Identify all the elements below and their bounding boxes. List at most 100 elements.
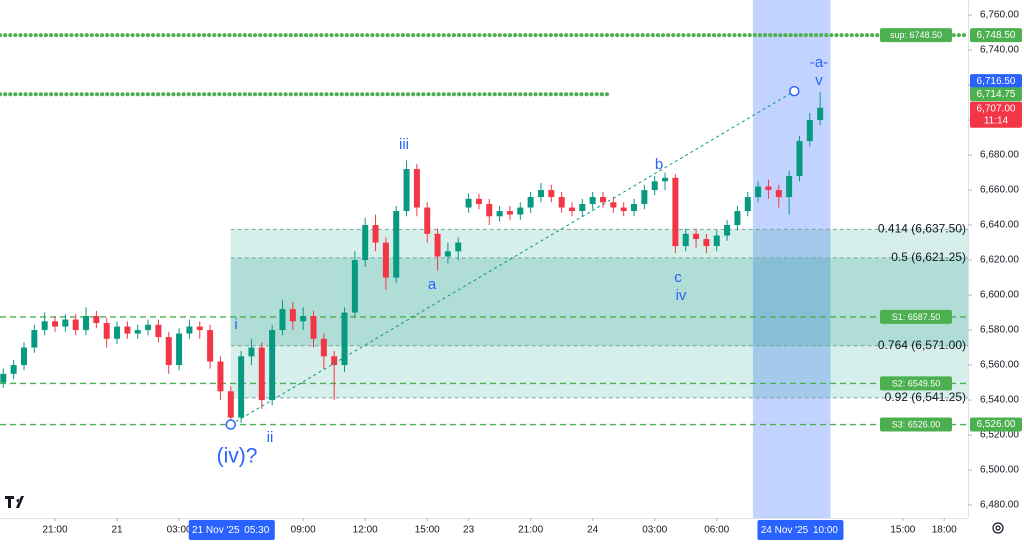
x-tick-label: 09:00: [291, 525, 316, 536]
candle-body: [713, 235, 720, 247]
candle-body: [817, 107, 824, 121]
candle-body: [289, 309, 296, 322]
candle-body: [103, 323, 110, 339]
candle-body: [300, 316, 307, 322]
candle-body: [465, 198, 472, 208]
candle-body: [527, 197, 534, 208]
candle-body: [403, 169, 410, 212]
candle-body: [279, 309, 286, 331]
candle-body: [610, 202, 617, 208]
y-tick-label: 6,580.00: [980, 325, 1019, 336]
y-tick-label: 6,620.00: [980, 255, 1019, 266]
price-tag-label: 6,716.50: [977, 76, 1016, 87]
candle-body: [506, 211, 513, 215]
candle-body: [10, 365, 17, 374]
trend-line: [230, 90, 795, 425]
x-tick-label: 03:00: [167, 525, 192, 536]
candle-body: [217, 361, 224, 392]
price-tag-countdown: 11:14: [984, 115, 1009, 126]
date-marker: [188, 520, 275, 540]
wave-label: ii: [267, 429, 274, 446]
candle-body: [651, 181, 658, 191]
candle-body: [41, 321, 48, 331]
x-tick-label: 21:00: [518, 525, 543, 536]
candle-body: [341, 312, 348, 366]
candle-body: [362, 225, 369, 261]
date-marker: [757, 520, 844, 540]
support-tag-label: S1: 6587.50: [892, 312, 941, 322]
candle-body: [0, 373, 7, 383]
wave-label: iv: [676, 287, 687, 304]
candle-body: [486, 204, 493, 217]
x-tick-label: 21:00: [42, 525, 67, 536]
candle-body: [72, 319, 79, 331]
candle-body: [372, 225, 379, 243]
price-tag-label: 6,526.00: [977, 419, 1016, 430]
x-tick-label: 18:00: [932, 525, 957, 536]
wave-label: a: [428, 276, 437, 293]
fib-zone: [230, 345, 968, 398]
wave-label: c: [674, 269, 682, 286]
date-marker-time: 05:30: [244, 525, 269, 536]
candle-body: [124, 326, 131, 334]
candle-body: [434, 233, 441, 257]
candle-body: [537, 190, 544, 198]
candle-body: [765, 186, 772, 191]
wave-label: -a-: [810, 54, 828, 71]
price-tag: [970, 28, 1022, 43]
date-marker-time: 10:00: [813, 525, 838, 536]
support-tag: [880, 309, 952, 324]
price-tag: [970, 87, 1022, 102]
fib-label: 0.92 (6,541.25): [885, 390, 966, 404]
support-tag: [880, 28, 952, 43]
candle-body: [548, 190, 555, 198]
candle-body: [320, 338, 327, 357]
x-tick-label: 15:00: [890, 525, 915, 536]
price-tag: [970, 101, 1022, 128]
candle-body: [114, 326, 121, 339]
fib-label: 0.414 (6,637.50): [878, 222, 966, 236]
price-tag-label: 6,714.75: [977, 89, 1016, 100]
price-tag-label: 6,748.50: [977, 30, 1016, 41]
candle-body: [734, 211, 741, 226]
wave-label: i: [234, 316, 237, 333]
candle-body: [310, 316, 317, 339]
candle-body: [227, 391, 234, 418]
candle-body: [600, 197, 607, 203]
candle-body: [620, 207, 627, 212]
y-tick-label: 6,740.00: [980, 45, 1019, 56]
candle-body: [382, 242, 389, 278]
x-tick-label: 03:00: [642, 525, 667, 536]
candle-body: [155, 324, 162, 338]
candle-body: [517, 207, 524, 215]
wave-label: (iv)?: [217, 445, 258, 468]
price-tag-label: 6,707.00: [977, 103, 1016, 114]
y-tick-label: 6,760.00: [980, 10, 1019, 21]
fib-label: 0.764 (6,571.00): [878, 338, 966, 352]
date-marker-date: 21 Nov '25: [192, 525, 240, 536]
highlight-band: [752, 0, 831, 518]
price-tag: [970, 417, 1022, 432]
candle-body: [134, 330, 141, 334]
candle-body: [413, 169, 420, 208]
date-marker-date: 24 Nov '25: [761, 525, 809, 536]
candle-body: [755, 186, 762, 198]
candle-body: [93, 316, 100, 324]
candle-body: [724, 225, 731, 236]
candle-body: [641, 190, 648, 205]
y-tick-label: 6,480.00: [980, 500, 1019, 511]
wave-label: b: [655, 156, 663, 173]
candle-body: [672, 177, 679, 247]
candle-body: [662, 177, 669, 182]
candle-body: [186, 326, 193, 334]
settings-icon[interactable]: [992, 522, 1004, 534]
candle-body: [744, 197, 751, 212]
support-tag-label: S3: 6526.00: [892, 419, 941, 429]
candle-body: [165, 337, 172, 366]
candle-body: [52, 321, 59, 327]
candle-body: [475, 198, 482, 205]
x-tick-label: 23: [463, 525, 475, 536]
y-tick-label: 6,640.00: [980, 220, 1019, 231]
trend-anchor: [225, 419, 237, 430]
